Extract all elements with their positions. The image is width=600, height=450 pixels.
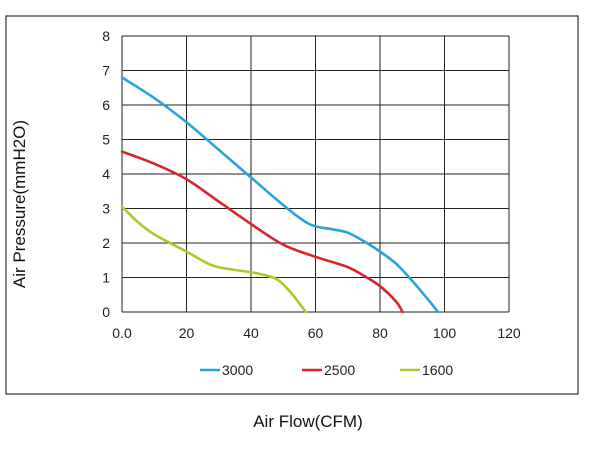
x-tick-labels: 0.0 20 40 60 80 100 120 xyxy=(112,325,521,341)
legend-label-2500: 2500 xyxy=(324,362,355,378)
x-tick-label: 20 xyxy=(179,325,195,341)
x-tick-label: 0.0 xyxy=(112,325,132,341)
series-line-2500 xyxy=(120,150,404,314)
series-line-1600 xyxy=(120,205,308,314)
x-tick-label: 100 xyxy=(433,325,457,341)
legend-label-3000: 3000 xyxy=(222,362,253,378)
x-tick-label: 80 xyxy=(372,325,388,341)
y-tick-label: 0 xyxy=(102,304,110,320)
y-tick-label: 5 xyxy=(102,132,110,148)
x-tick-label: 60 xyxy=(308,325,324,341)
y-tick-labels: 0 1 2 3 4 5 6 7 8 xyxy=(102,28,110,320)
y-tick-label: 3 xyxy=(102,201,110,217)
x-tick-label: 120 xyxy=(497,325,521,341)
y-axis-title: Air Pressure(mmH2O) xyxy=(10,120,29,288)
y-tick-label: 1 xyxy=(102,270,110,286)
y-tick-label: 4 xyxy=(102,166,110,182)
grid-lines xyxy=(121,35,510,313)
y-tick-label: 6 xyxy=(102,97,110,113)
series-line-3000 xyxy=(120,76,440,314)
legend-label-1600: 1600 xyxy=(422,362,453,378)
y-tick-label: 2 xyxy=(102,235,110,251)
legend: 3000 2500 1600 xyxy=(200,362,453,378)
series-lines xyxy=(120,76,440,314)
x-tick-label: 40 xyxy=(243,325,259,341)
y-tick-label: 8 xyxy=(102,28,110,44)
x-axis-title: Air Flow(CFM) xyxy=(253,412,363,431)
y-tick-label: 7 xyxy=(102,63,110,79)
chart-frame xyxy=(5,15,579,395)
